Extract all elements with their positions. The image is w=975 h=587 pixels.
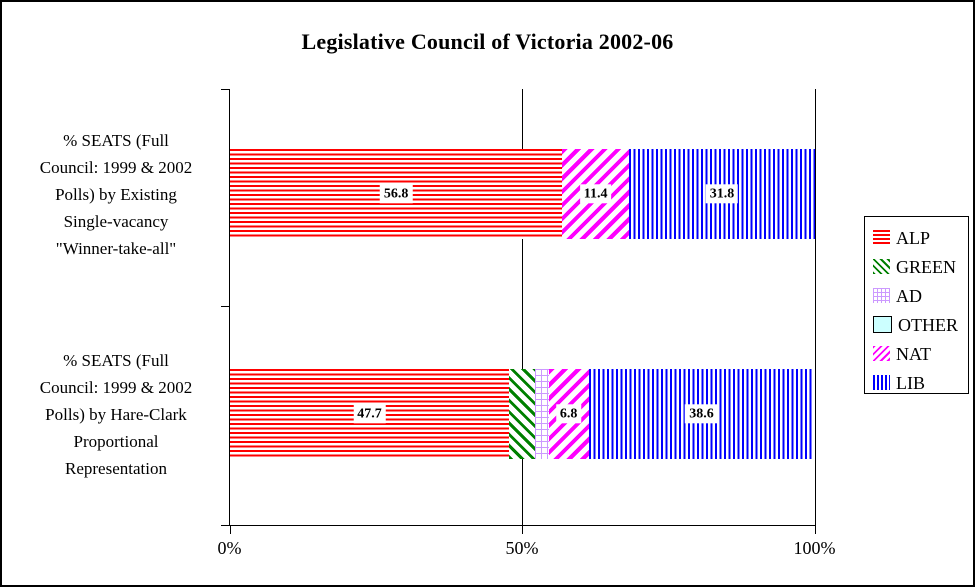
legend: ALP GREEN AD OTHER NAT LIB	[864, 216, 969, 394]
legend-label-green: GREEN	[896, 256, 956, 277]
category-label-line: Representation	[65, 458, 167, 478]
data-label-lib: 38.6	[685, 404, 718, 424]
x-axis-tick-50%	[522, 525, 523, 534]
category-label-line: "Winner-take-all"	[55, 238, 177, 258]
segment-nat: 6.8	[548, 369, 589, 459]
gridline-100%	[814, 89, 816, 525]
category-label-line: Polls) by Existing	[55, 184, 177, 204]
x-axis-tick-100%	[814, 525, 816, 534]
legend-swatch-nat-icon	[873, 346, 890, 361]
y-axis-tick-middle	[221, 306, 229, 307]
legend-swatch-alp-icon	[873, 230, 890, 245]
legend-swatch-green-icon	[873, 259, 890, 274]
segment-alp: 47.7	[230, 369, 510, 459]
data-label-lib: 31.8	[705, 184, 739, 204]
data-label-nat: 6.8	[555, 404, 582, 424]
segment-green	[509, 369, 536, 459]
legend-label-lib: LIB	[896, 372, 925, 393]
x-tick-label-0%: 0%	[217, 538, 242, 558]
segment-ad	[535, 369, 549, 459]
y-axis-line	[229, 89, 230, 526]
legend-row-green: GREEN	[873, 252, 968, 281]
category-label-line: Council: 1999 & 2002	[39, 157, 193, 177]
segment-lib: 31.8	[628, 149, 815, 239]
category-label-1: % SEATS (Full Council: 1999 & 2002 Polls) …	[8, 127, 224, 262]
legend-label-ad: AD	[896, 285, 922, 306]
category-label-line: Polls) by Hare-Clark	[45, 404, 187, 424]
legend-swatch-other-icon	[873, 316, 892, 333]
legend-row-ad: AD	[873, 281, 968, 310]
category-label-line: Single-vacancy	[63, 211, 169, 231]
category-label-line: % SEATS (Full	[63, 130, 169, 150]
legend-row-lib: LIB	[873, 368, 968, 397]
x-tick-label-100%: 100%	[793, 538, 836, 558]
x-tick-label-50%: 50%	[505, 538, 539, 558]
legend-swatch-lib-icon	[873, 375, 890, 390]
chart-title: Legislative Council of Victoria 2002-06	[301, 29, 674, 54]
category-label-line: % SEATS (Full	[63, 350, 169, 370]
legend-label-other: OTHER	[898, 314, 958, 335]
y-axis-tick-bottom	[221, 525, 229, 526]
data-label-nat: 11.4	[579, 184, 612, 204]
legend-label-alp: ALP	[896, 227, 931, 248]
x-axis-tick-0%	[229, 525, 231, 534]
legend-label-nat: NAT	[896, 343, 931, 364]
legend-swatch-ad-icon	[873, 288, 890, 303]
bar-category-1: 56.8 11.4 31.8	[230, 149, 815, 239]
segment-lib: 38.6	[588, 369, 815, 459]
legend-row-alp: ALP	[873, 223, 968, 252]
category-label-line: Proportional	[73, 431, 159, 451]
legend-row-other: OTHER	[873, 310, 968, 339]
data-label-alp: 56.8	[379, 184, 413, 204]
legend-row-nat: NAT	[873, 339, 968, 368]
data-label-alp: 47.7	[353, 404, 386, 424]
category-label-line: Council: 1999 & 2002	[39, 377, 193, 397]
segment-nat: 11.4	[562, 149, 629, 239]
y-axis-tick-top	[221, 89, 229, 90]
gridline-50%	[522, 89, 523, 525]
segment-alp: 56.8	[230, 149, 563, 239]
category-label-2: % SEATS (Full Council: 1999 & 2002 Polls) …	[8, 347, 224, 482]
bar-category-2: 47.7 6.8 38.6	[230, 369, 815, 459]
